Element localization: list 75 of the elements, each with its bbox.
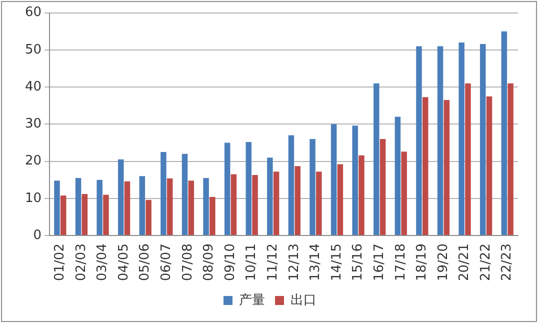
x-tick-label: 20/21: [457, 244, 472, 282]
bar: [416, 46, 422, 236]
x-tick-label: 02/03: [74, 244, 89, 282]
bar: [188, 180, 194, 236]
bar: [480, 44, 486, 236]
bar: [508, 83, 514, 236]
bar: [146, 200, 152, 236]
bar: [337, 164, 344, 236]
bar: [118, 159, 124, 236]
x-tick-label: 07/08: [180, 244, 196, 282]
bar: [103, 194, 109, 236]
x-tick-label: 13/14: [308, 244, 324, 282]
x-tick-label: 01/02: [52, 244, 68, 282]
bar: [422, 97, 428, 236]
bar: [444, 100, 450, 236]
bar: [267, 158, 273, 236]
x-tick-label: 15/16: [350, 244, 366, 282]
y-tick-label: 40: [24, 79, 42, 94]
bar: [182, 154, 188, 236]
x-tick-label: 22/23: [500, 244, 515, 282]
x-tick-label: 08/09: [202, 244, 217, 282]
bar: [401, 152, 407, 236]
bar: [60, 195, 66, 236]
bar: [437, 46, 444, 236]
bar: [294, 166, 300, 236]
bar: [246, 142, 252, 236]
bar: [139, 176, 146, 236]
x-tick-label: 04/05: [116, 244, 132, 282]
bar: [273, 172, 280, 236]
x-tick-label: 19/20: [436, 244, 451, 282]
bar: [501, 31, 508, 236]
bar: [203, 178, 209, 236]
x-tick-label: 05/06: [138, 244, 153, 282]
bar: [124, 181, 130, 236]
x-tick-label: 03/04: [95, 244, 110, 282]
x-tick-label: 11/12: [266, 244, 280, 282]
y-tick-label: 50: [24, 42, 42, 58]
x-tick-label: 16/17: [372, 244, 387, 282]
bar: [96, 180, 102, 236]
legend-label: 出口: [290, 292, 316, 308]
x-tick-label: 21/22: [478, 244, 494, 282]
bar: [210, 196, 216, 236]
bar: [374, 83, 380, 236]
bar: [380, 139, 386, 236]
bar: [330, 124, 337, 236]
y-tick-label: 60: [24, 5, 42, 20]
bar: [166, 178, 173, 236]
x-tick-label: 18/19: [414, 244, 430, 282]
bar: [54, 180, 60, 236]
bar: [458, 42, 464, 236]
x-tick-label: 10/11: [244, 244, 260, 282]
bar: [394, 116, 401, 236]
bar: [310, 139, 316, 236]
bar: [288, 135, 294, 236]
bar: [75, 178, 82, 236]
y-tick-label: 10: [24, 190, 42, 206]
bar: [352, 126, 358, 236]
y-tick-label: 0: [33, 228, 42, 243]
bar: [316, 172, 322, 236]
bar: [358, 155, 364, 236]
bar: [160, 152, 166, 236]
x-tick-label: 09/10: [222, 244, 238, 282]
bar: [465, 83, 471, 236]
x-tick-label: 17/18: [393, 244, 408, 282]
y-tick-label: 20: [24, 154, 42, 169]
x-tick-label: 14/15: [329, 244, 344, 282]
bar: [486, 96, 492, 236]
bar: [252, 175, 258, 236]
bar: [82, 194, 88, 236]
x-tick-label: 06/07: [159, 244, 174, 282]
bar: [224, 142, 230, 236]
bar: [230, 174, 237, 236]
legend-label: 产量: [239, 292, 265, 308]
x-tick-label: 12/13: [286, 244, 302, 282]
y-tick-label: 30: [24, 116, 42, 132]
